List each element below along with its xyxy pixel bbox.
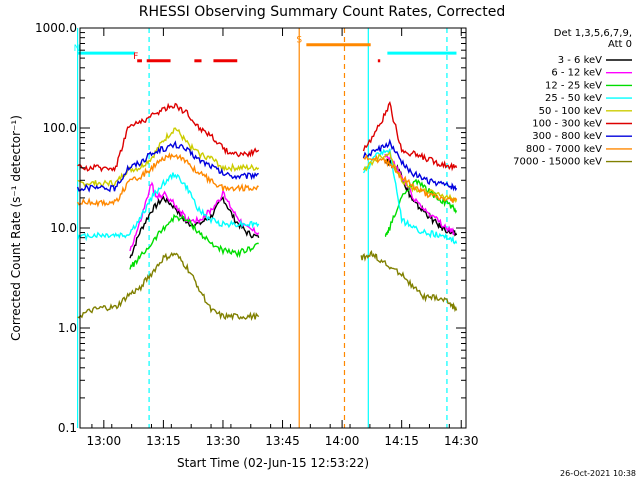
- x-tick-label-2: 13:30: [206, 434, 241, 448]
- series-line-8-1: [360, 249, 458, 313]
- series-line-4-0: [77, 127, 260, 188]
- series-line-2-1: [384, 178, 458, 237]
- legend-label-3: 25 - 50 keV: [545, 93, 602, 104]
- series-line-3-1: [362, 148, 458, 245]
- legend-label-7: 800 - 7000 keV: [526, 144, 602, 155]
- timestamp: 26-Oct-2021 10:38: [560, 469, 636, 478]
- series-line-6-1: [362, 138, 458, 192]
- series-line-7-0: [76, 152, 259, 208]
- series-line-7-1: [363, 153, 458, 203]
- x-tick-label-1: 13:15: [146, 434, 181, 448]
- series-line-5-0: [77, 102, 260, 173]
- flag-label-2: S: [296, 36, 302, 46]
- legend-header-0: Det 1,3,5,6,7,9,: [554, 28, 632, 39]
- series-line-3-0: [76, 172, 260, 242]
- y-axis-label: Corrected Count Rate (s⁻¹ detector⁻¹): [9, 115, 23, 341]
- series-line-6-0: [76, 140, 259, 193]
- legend-label-8: 7000 - 15000 keV: [513, 157, 602, 168]
- legend-label-4: 50 - 100 keV: [539, 106, 603, 117]
- x-tick-label-3: 13:45: [265, 434, 300, 448]
- x-tick-label-0: 13:00: [87, 434, 122, 448]
- y-tick-label-3: 100.0: [43, 121, 77, 135]
- series-line-0-0: [129, 195, 260, 259]
- y-tick-label-2: 10.0: [50, 221, 77, 235]
- legend-label-1: 6 - 12 keV: [551, 68, 602, 79]
- legend-label-5: 100 - 300 keV: [532, 119, 602, 130]
- x-axis-label: Start Time (02-Jun-15 12:53:22): [177, 456, 369, 470]
- series-line-4-1: [362, 150, 458, 203]
- flag-label-0: N: [74, 44, 81, 54]
- x-tick-label-6: 14:30: [444, 434, 479, 448]
- y-tick-label-1: 1.0: [58, 321, 77, 335]
- x-tick-label-4: 14:00: [325, 434, 360, 448]
- x-tick-label-5: 14:15: [384, 434, 419, 448]
- flag-label-1: F: [133, 52, 138, 62]
- legend-header-1: Att 0: [608, 39, 632, 50]
- chart-title: RHESSI Observing Summary Count Rates, Co…: [139, 4, 505, 20]
- legend-label-6: 300 - 800 keV: [532, 131, 602, 142]
- legend-label-0: 3 - 6 keV: [558, 55, 602, 66]
- legend-label-2: 12 - 25 keV: [545, 80, 602, 91]
- series-line-2-0: [129, 213, 259, 270]
- series-line-5-1: [362, 101, 458, 172]
- series-line-8-0: [77, 251, 260, 322]
- series-line-1-1: [384, 153, 455, 236]
- y-tick-label-0: 0.1: [58, 421, 77, 435]
- y-tick-label-4: 1000.0: [35, 21, 77, 35]
